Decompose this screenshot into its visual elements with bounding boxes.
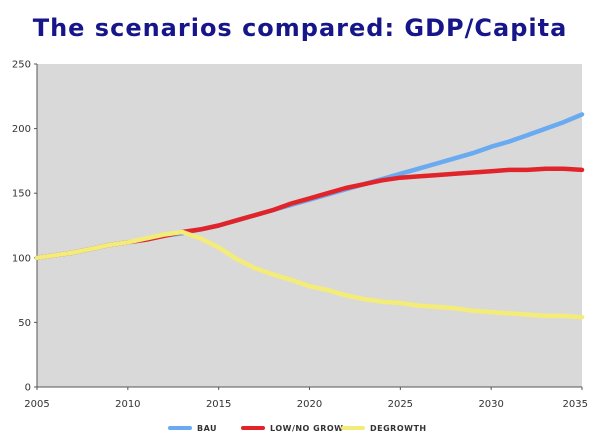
x-tick-label: 2015 <box>206 399 231 410</box>
y-tick-label: 200 <box>12 124 31 135</box>
plot-area <box>37 64 582 387</box>
y-tick-label: 250 <box>12 60 31 71</box>
x-axis: 2005 2010 2015 2020 2025 2030 2035 <box>24 386 588 410</box>
chart-title: The scenarios compared: GDP/Capita <box>32 14 568 42</box>
y-tick-label: 150 <box>12 189 31 200</box>
x-tick-label: 2030 <box>478 399 503 410</box>
legend-label-bau: BAU <box>197 424 217 433</box>
x-tick-label: 2035 <box>563 399 588 410</box>
series-line-degrowth <box>34 229 585 320</box>
x-tick-label: 2025 <box>388 399 413 410</box>
y-tick-label: 100 <box>12 253 31 264</box>
x-tick-label: 2010 <box>115 399 140 410</box>
plot-background <box>37 64 582 387</box>
x-tick-label: 2020 <box>297 399 322 410</box>
legend-label-degrowth: DEGROWTH <box>370 424 427 433</box>
y-axis: 0 50 100 150 200 250 <box>12 60 38 394</box>
x-tick-label: 2005 <box>24 399 49 410</box>
legend: BAU LOW/NO GROW DEGROWTH <box>168 424 427 433</box>
legend-label-low-no-grow: LOW/NO GROW <box>270 424 344 433</box>
y-tick-label: 50 <box>18 318 31 329</box>
series-layer <box>34 112 585 320</box>
y-tick-label: 0 <box>25 383 31 394</box>
